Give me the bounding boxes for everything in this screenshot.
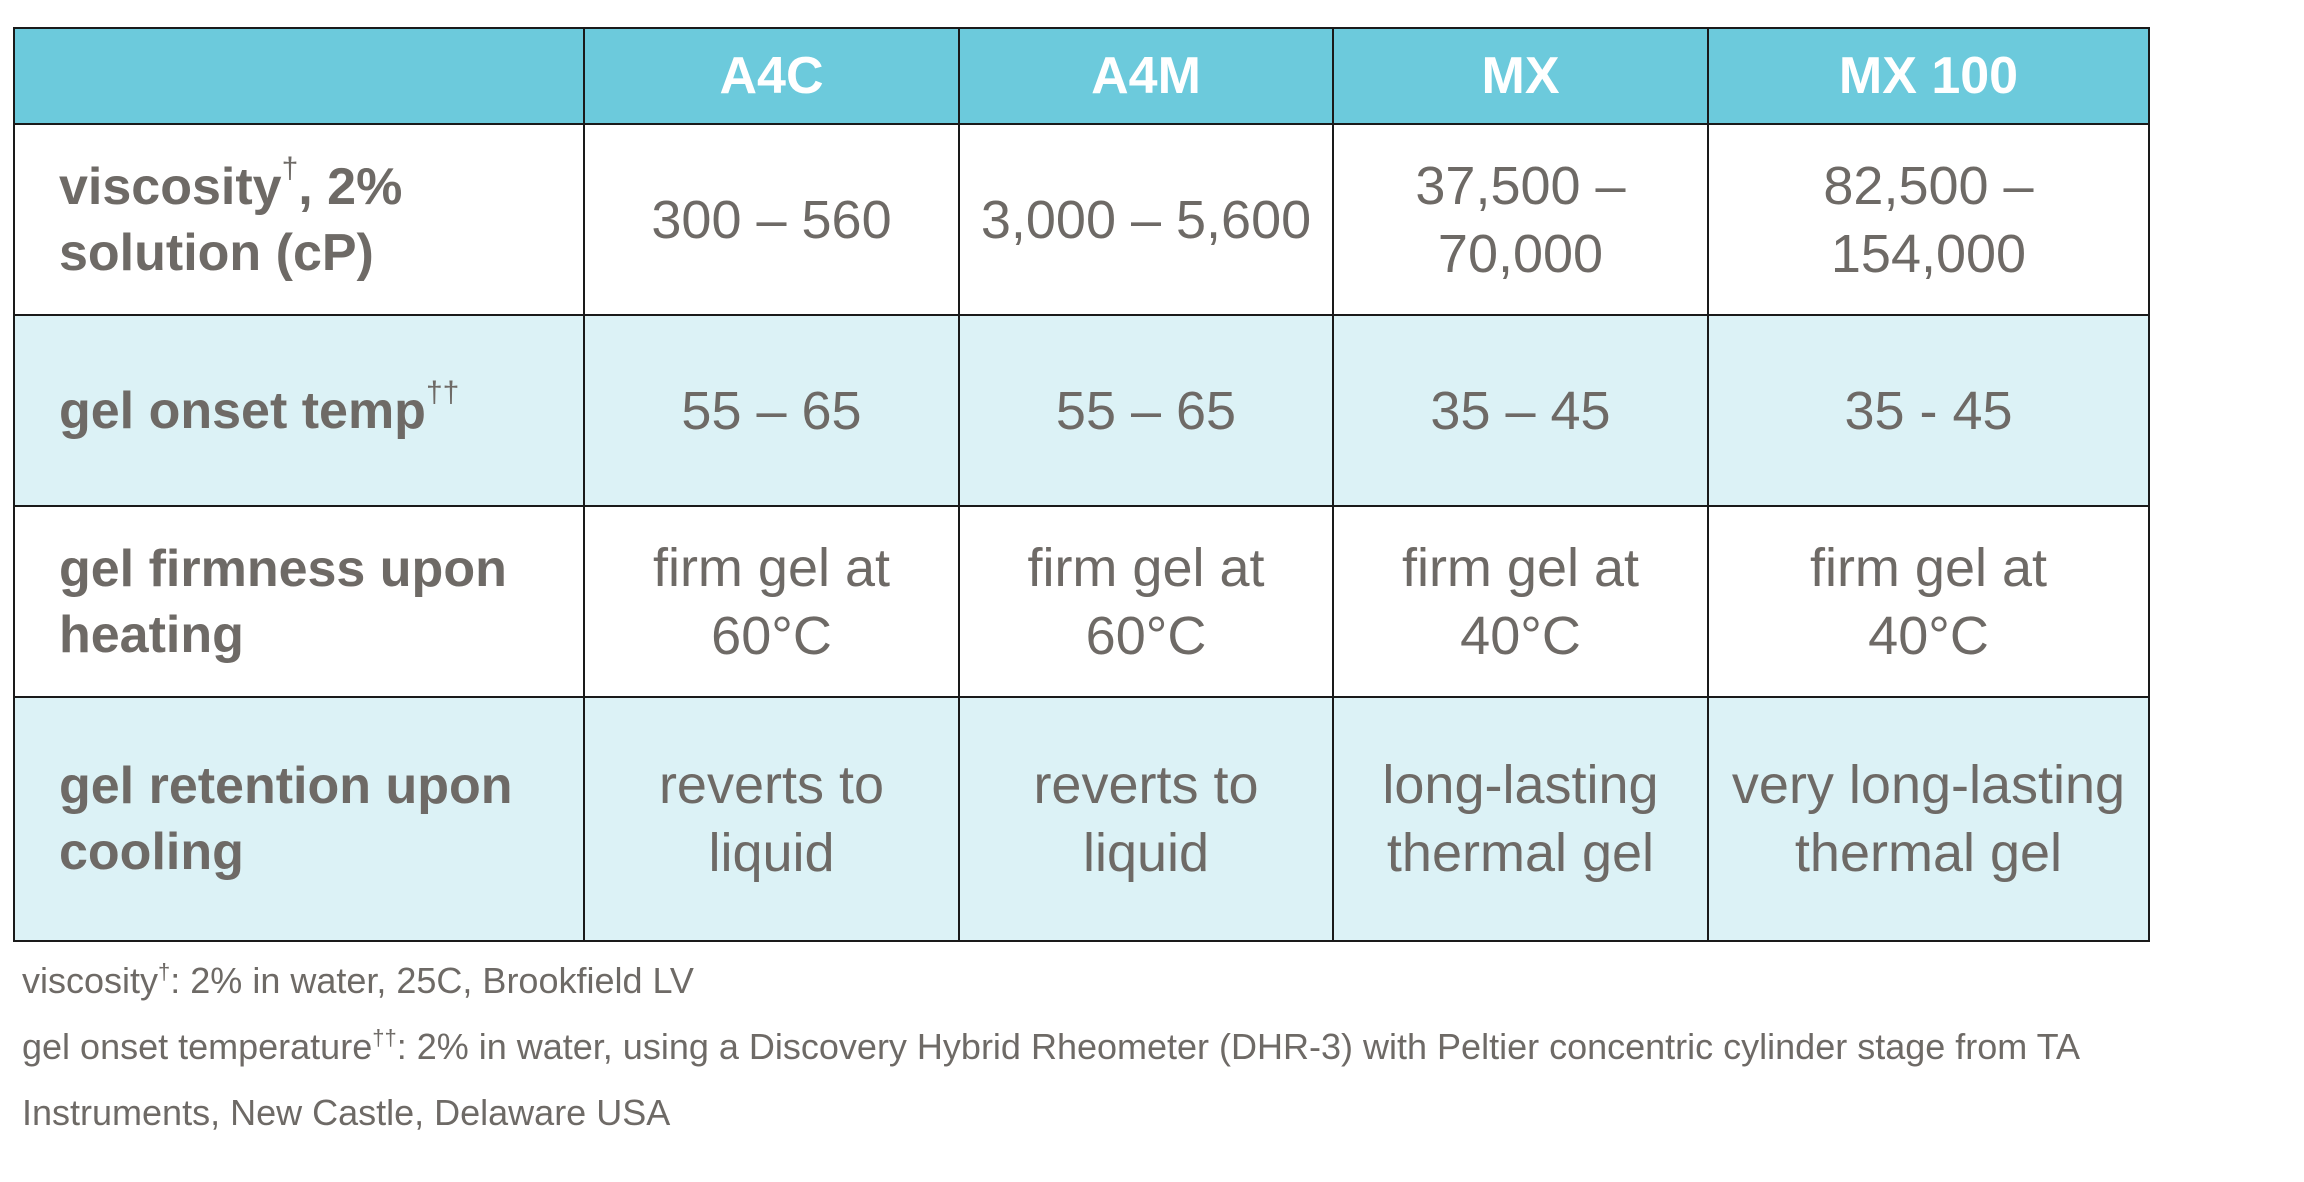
table-cell: 35 - 45 — [1707, 314, 2150, 507]
table-cell: 300 – 560 — [583, 123, 960, 316]
footnote-term: viscosity — [22, 960, 159, 1001]
table-cell: long-lasting thermal gel — [1332, 696, 1709, 942]
footnote-gel-onset: gel onset temperature††: 2% in water, us… — [22, 1014, 2122, 1146]
table-cell: 3,000 – 5,600 — [958, 123, 1334, 316]
table-cell: 55 – 65 — [958, 314, 1334, 507]
double-dagger-mark: †† — [425, 375, 460, 409]
table-cell: reverts to liquid — [583, 696, 960, 942]
row-label-gel-onset: gel onset temp†† — [13, 314, 585, 507]
footnotes: viscosity†: 2% in water, 25C, Brookfield… — [22, 948, 2122, 1146]
footnote-viscosity: viscosity†: 2% in water, 25C, Brookfield… — [22, 948, 2122, 1014]
footnote-text: : 2% in water, using a Discovery Hybrid … — [22, 1026, 2078, 1133]
table-cell: 82,500 – 154,000 — [1707, 123, 2150, 316]
header-cell-mx100: MX 100 — [1707, 27, 2150, 125]
row-label-viscosity: viscosity†, 2% solution (cP) — [13, 123, 585, 316]
dagger-mark: † — [158, 959, 171, 984]
header-cell-a4c: A4C — [583, 27, 960, 125]
table-cell: 37,500 – 70,000 — [1332, 123, 1709, 316]
table-cell: 55 – 65 — [583, 314, 960, 507]
properties-table: A4C A4M MX MX 100 viscosity†, 2% solutio… — [13, 27, 2150, 942]
table-row-gel-firmness: gel firmness upon heating firm gel at 60… — [13, 505, 2150, 698]
table-cell: firm gel at 40°C — [1332, 505, 1709, 698]
table-cell: firm gel at 60°C — [583, 505, 960, 698]
row-label-text-rest: , 2% solution (cP) — [59, 157, 403, 282]
header-cell-mx: MX — [1332, 27, 1709, 125]
row-label-gel-firmness: gel firmness upon heating — [13, 505, 585, 698]
header-cell-empty — [13, 27, 585, 125]
table-cell: very long-lasting thermal gel — [1707, 696, 2150, 942]
dagger-mark: † — [281, 151, 299, 185]
table-header-row: A4C A4M MX MX 100 — [13, 27, 2150, 125]
table-cell: 35 – 45 — [1332, 314, 1709, 507]
footnote-text: : 2% in water, 25C, Brookfield LV — [170, 960, 694, 1001]
row-label-text: gel retention upon cooling — [59, 757, 513, 881]
table-row-gel-retention: gel retention upon cooling reverts to li… — [13, 696, 2150, 942]
footnote-term: gel onset temperature — [22, 1026, 373, 1067]
row-label-text: viscosity — [59, 157, 282, 216]
table-cell: firm gel at 60°C — [958, 505, 1334, 698]
table-row-viscosity: viscosity†, 2% solution (cP) 300 – 560 3… — [13, 123, 2150, 316]
row-label-text: gel onset temp — [59, 381, 426, 440]
table-row-gel-onset: gel onset temp†† 55 – 65 55 – 65 35 – 45… — [13, 314, 2150, 507]
header-cell-a4m: A4M — [958, 27, 1334, 125]
double-dagger-mark: †† — [372, 1025, 397, 1050]
row-label-text: gel firmness upon heating — [59, 539, 507, 664]
table-cell: reverts to liquid — [958, 696, 1334, 942]
row-label-gel-retention: gel retention upon cooling — [13, 696, 585, 942]
table-cell: firm gel at 40°C — [1707, 505, 2150, 698]
